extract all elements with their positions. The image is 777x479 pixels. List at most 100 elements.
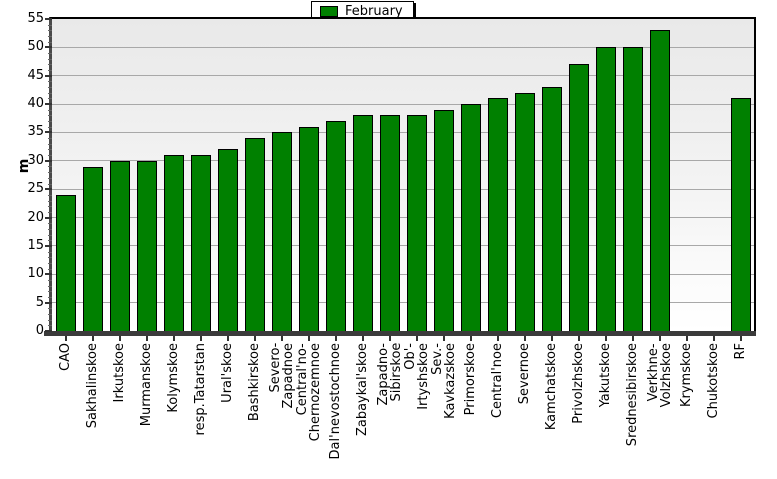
y-minor-tick: [48, 268, 52, 270]
bar: [244, 138, 265, 331]
x-tick: [415, 336, 418, 341]
x-tick: [199, 336, 202, 341]
y-tick-label: 30: [27, 152, 44, 168]
y-major-tick: [45, 216, 52, 219]
y-major-tick: [45, 74, 52, 77]
y-minor-tick: [48, 228, 52, 230]
bar: [649, 30, 670, 331]
x-label-text: CAO: [58, 343, 73, 371]
x-tick: [685, 336, 688, 341]
bar: [622, 47, 643, 331]
y-tick-label: 45: [27, 67, 44, 83]
y-tick-label: 0: [35, 323, 44, 338]
x-label: Bashkirskoe: [241, 343, 268, 479]
x-label: Privolzhskoe: [565, 343, 592, 479]
y-minor-tick: [48, 166, 52, 168]
bar: [541, 87, 562, 331]
y-minor-tick: [48, 149, 52, 151]
x-label: Sev.- Kavkazskoe: [430, 343, 458, 479]
x-tick: [172, 336, 175, 341]
x-label-text: RF: [733, 343, 748, 360]
x-tick: [91, 336, 94, 341]
y-minor-tick: [48, 279, 52, 281]
x-label: Murmanskoe: [133, 343, 160, 479]
bar: [379, 115, 400, 331]
x-label: Ural'skoe: [214, 343, 241, 479]
y-major-tick: [45, 301, 52, 304]
x-tick: [658, 336, 661, 341]
x-label: Severnoe: [511, 343, 538, 479]
plot-area: [49, 17, 756, 331]
x-tick: [712, 336, 715, 341]
x-label-text: Chukotskoe: [706, 343, 721, 419]
x-label: Kamchatskoe: [538, 343, 565, 479]
bar: [109, 160, 130, 331]
x-label-text: Central'noe: [490, 343, 505, 419]
y-tick-label: 50: [27, 39, 44, 55]
x-axis-labels: CAO Sakhalinskoe Irkutskoe Murmanskoe Kolyms…: [52, 343, 754, 479]
y-minor-tick: [48, 109, 52, 111]
x-label: Zabaykal'skoe: [349, 343, 376, 479]
y-minor-tick: [48, 291, 52, 293]
x-label: Sakhalinskoe: [79, 343, 106, 479]
y-major-tick: [45, 188, 52, 191]
bar: [352, 115, 373, 331]
gridline: [52, 273, 754, 275]
gridline: [52, 46, 754, 48]
x-label: Central'noe: [484, 343, 511, 479]
y-minor-tick: [48, 172, 52, 174]
y-major-tick: [45, 330, 52, 332]
y-minor-tick: [48, 138, 52, 140]
x-label-text: Zapadno- Sibirskoe: [375, 343, 404, 406]
y-minor-tick: [48, 257, 52, 259]
y-minor-tick: [48, 81, 52, 83]
bar: [271, 132, 292, 331]
x-label-text: Ural'skoe: [220, 343, 235, 403]
y-minor-tick: [48, 30, 52, 32]
y-minor-tick: [48, 308, 52, 310]
x-tick: [307, 336, 310, 341]
x-tick: [442, 336, 445, 341]
bar: [568, 64, 589, 331]
x-label-text: Zabaykal'skoe: [355, 343, 370, 437]
x-label-text: Central'no- Chernozemnoe: [294, 343, 323, 442]
x-label: Primorskoe: [457, 343, 484, 479]
x-label-text: Krymskoe: [679, 343, 694, 408]
x-label: resp.Tatarstan: [187, 343, 214, 479]
x-tick: [226, 336, 229, 341]
gridline: [52, 188, 754, 190]
x-label: Dal'nevostochnoe: [322, 343, 349, 479]
y-minor-tick: [48, 58, 52, 60]
bar: [514, 92, 535, 331]
x-tick: [253, 336, 256, 341]
bar: [217, 149, 238, 331]
x-label-text: Ob'- Irtyshskoe: [402, 343, 431, 410]
y-minor-tick: [48, 92, 52, 94]
x-label-text: Dal'nevostochnoe: [328, 343, 343, 460]
bar: [487, 98, 508, 331]
x-label: Srednesibirskoe: [619, 343, 646, 479]
x-label-text: Severo- Zapadnoe: [267, 343, 296, 409]
y-minor-tick: [48, 126, 52, 128]
y-minor-tick: [48, 313, 52, 315]
bar: [325, 121, 346, 331]
y-minor-tick: [48, 296, 52, 298]
y-minor-tick: [48, 183, 52, 185]
bar: [82, 166, 103, 331]
x-label: Central'no- Chernozemnoe: [294, 343, 323, 479]
x-label: Chukotskoe: [700, 343, 727, 479]
bar: [55, 194, 76, 331]
y-major-tick: [45, 244, 52, 247]
x-label-text: Bashkirskoe: [247, 343, 262, 422]
x-tick: [577, 336, 580, 341]
bar: [136, 160, 157, 331]
gridline: [52, 75, 754, 77]
x-label-text: Srednesibirskoe: [625, 343, 640, 447]
y-minor-tick: [48, 36, 52, 38]
bar: [406, 115, 427, 331]
y-minor-tick: [48, 24, 52, 26]
x-label-text: Sakhalinskoe: [85, 343, 100, 429]
x-label: Verkhne- Volzhskoe: [646, 343, 674, 479]
y-tick-label: 15: [27, 237, 44, 253]
